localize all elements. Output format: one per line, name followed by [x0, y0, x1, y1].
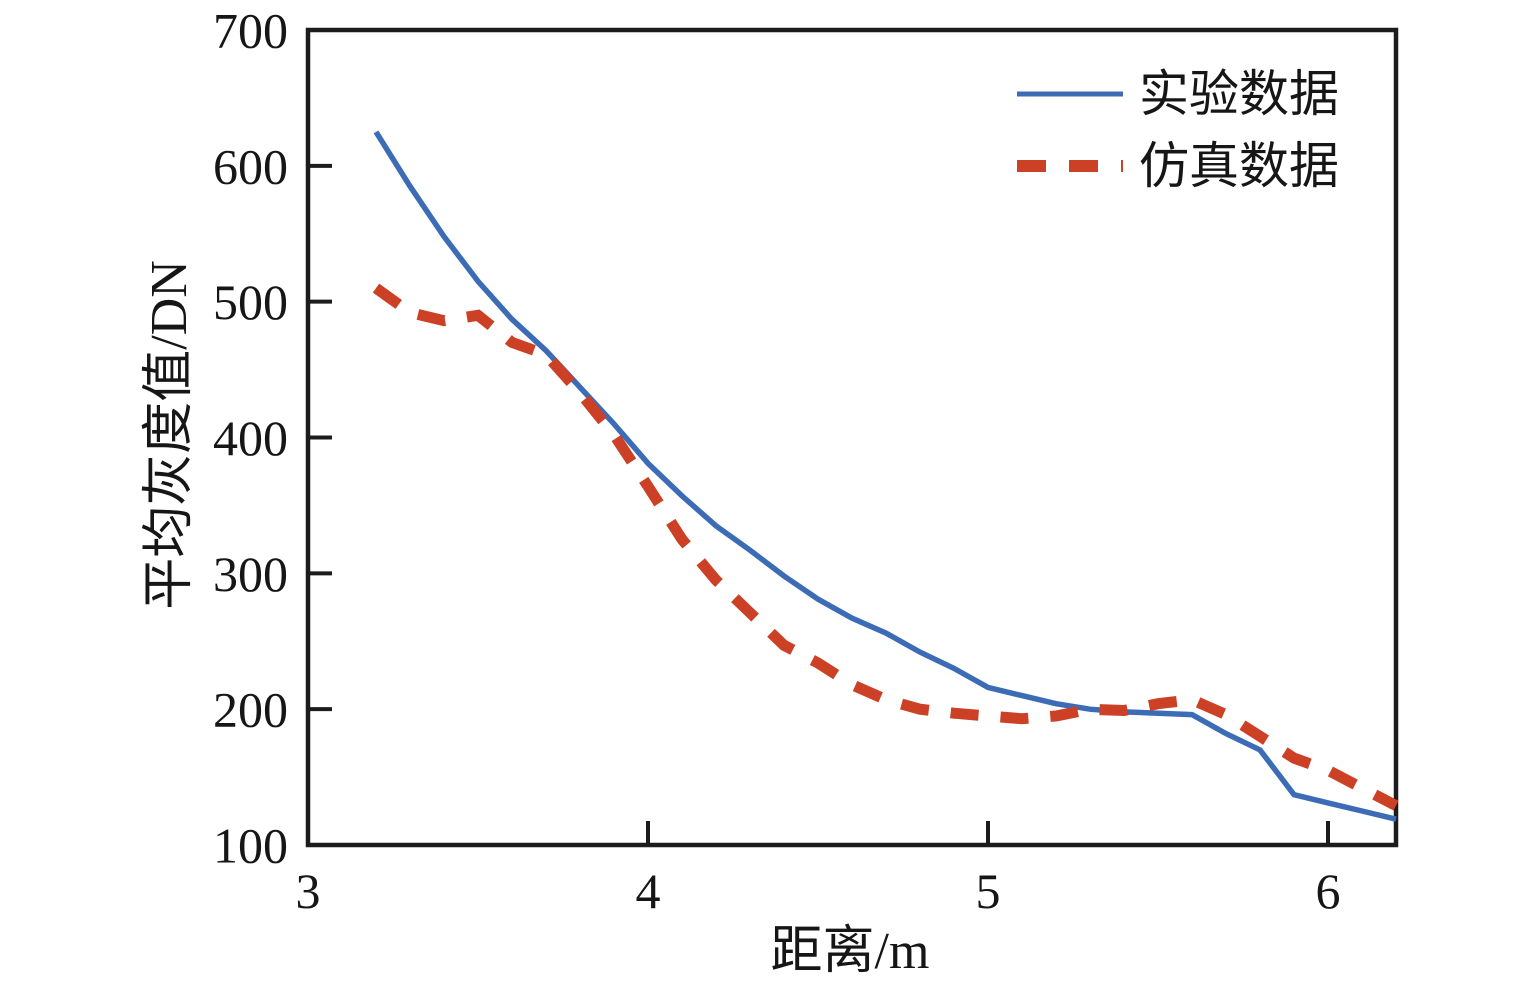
y-tick-label: 700 — [213, 3, 288, 59]
x-tick-label: 4 — [636, 863, 661, 919]
x-axis-title: 距离/m — [770, 923, 930, 980]
y-axis-title: 平均灰度值/DN — [141, 260, 198, 610]
y-tick-label: 200 — [213, 682, 288, 738]
x-tick-label: 6 — [1316, 863, 1341, 919]
plot-frame — [305, 27, 1399, 848]
y-tick-label: 300 — [213, 546, 288, 602]
legend-label-simulation: 仿真数据 — [1139, 138, 1339, 194]
solid-line-icon — [1017, 91, 1123, 97]
x-tick-label: 3 — [296, 863, 321, 919]
legend-label-experimental: 实验数据 — [1139, 66, 1339, 122]
series-line-simulation — [372, 283, 1399, 811]
y-tick-label: 100 — [213, 818, 288, 874]
legend-item-experimental: 实验数据 — [1015, 58, 1339, 130]
y-tick-label: 500 — [213, 274, 288, 330]
legend-item-simulation: 仿真数据 — [1015, 130, 1339, 202]
series-line-experimental — [373, 130, 1397, 822]
dashed-line-icon — [1017, 160, 1123, 172]
y-tick-label: 400 — [213, 410, 288, 466]
legend: 实验数据 仿真数据 — [1015, 58, 1339, 202]
y-tick-label: 600 — [213, 138, 288, 194]
x-tick-label: 5 — [976, 863, 1001, 919]
